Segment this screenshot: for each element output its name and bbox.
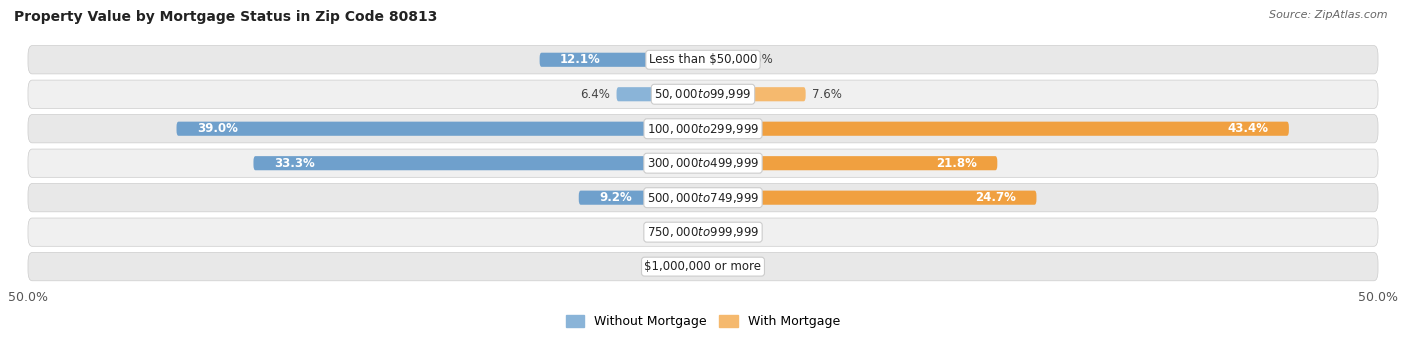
Text: 7.6%: 7.6% <box>813 88 842 101</box>
FancyBboxPatch shape <box>703 156 997 170</box>
FancyBboxPatch shape <box>28 80 1378 108</box>
Text: $300,000 to $499,999: $300,000 to $499,999 <box>647 156 759 170</box>
Text: 2.5%: 2.5% <box>744 53 773 66</box>
Text: 0.0%: 0.0% <box>666 260 696 273</box>
FancyBboxPatch shape <box>703 53 737 67</box>
Text: 39.0%: 39.0% <box>197 122 238 135</box>
Text: 21.8%: 21.8% <box>936 157 977 170</box>
Text: Property Value by Mortgage Status in Zip Code 80813: Property Value by Mortgage Status in Zip… <box>14 10 437 24</box>
Text: 12.1%: 12.1% <box>560 53 600 66</box>
FancyBboxPatch shape <box>253 156 703 170</box>
Text: Source: ZipAtlas.com: Source: ZipAtlas.com <box>1270 10 1388 20</box>
FancyBboxPatch shape <box>617 87 703 101</box>
Text: 24.7%: 24.7% <box>976 191 1017 204</box>
FancyBboxPatch shape <box>540 53 703 67</box>
Text: 43.4%: 43.4% <box>1227 122 1268 135</box>
FancyBboxPatch shape <box>28 184 1378 212</box>
FancyBboxPatch shape <box>177 122 703 136</box>
Text: $750,000 to $999,999: $750,000 to $999,999 <box>647 225 759 239</box>
Text: 9.2%: 9.2% <box>599 191 631 204</box>
Text: 33.3%: 33.3% <box>274 157 315 170</box>
FancyBboxPatch shape <box>28 218 1378 246</box>
FancyBboxPatch shape <box>28 253 1378 281</box>
FancyBboxPatch shape <box>703 122 1289 136</box>
Text: 0.0%: 0.0% <box>666 226 696 239</box>
FancyBboxPatch shape <box>703 191 1036 205</box>
Text: $100,000 to $299,999: $100,000 to $299,999 <box>647 122 759 136</box>
Text: 0.0%: 0.0% <box>710 260 740 273</box>
FancyBboxPatch shape <box>703 87 806 101</box>
Text: 0.0%: 0.0% <box>710 226 740 239</box>
Text: Less than $50,000: Less than $50,000 <box>648 53 758 66</box>
FancyBboxPatch shape <box>28 149 1378 177</box>
FancyBboxPatch shape <box>28 115 1378 143</box>
Text: $1,000,000 or more: $1,000,000 or more <box>644 260 762 273</box>
FancyBboxPatch shape <box>28 46 1378 74</box>
FancyBboxPatch shape <box>579 191 703 205</box>
Text: 6.4%: 6.4% <box>581 88 610 101</box>
Legend: Without Mortgage, With Mortgage: Without Mortgage, With Mortgage <box>561 310 845 333</box>
Text: $50,000 to $99,999: $50,000 to $99,999 <box>654 87 752 101</box>
Text: $500,000 to $749,999: $500,000 to $749,999 <box>647 191 759 205</box>
